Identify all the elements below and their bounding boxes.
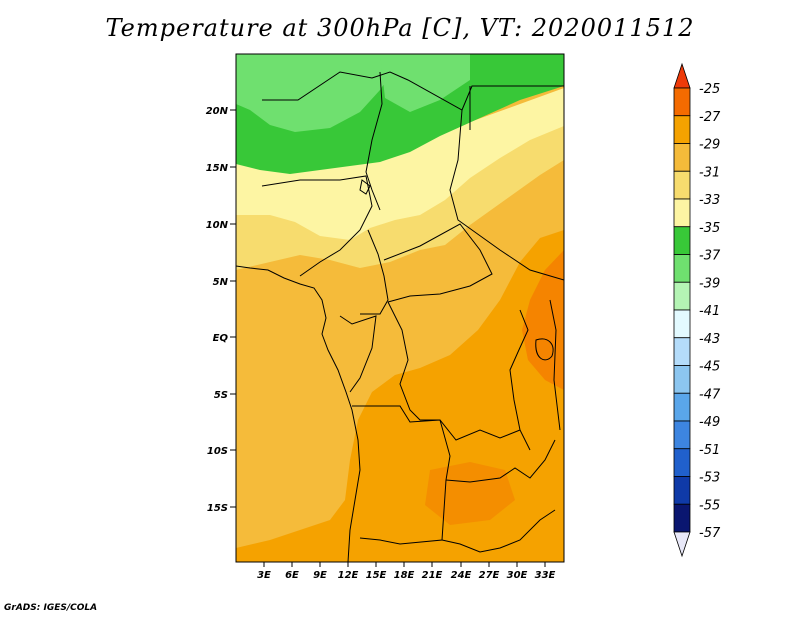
longitude-axis: 3E 6E 9E 12E 15E 18E 21E 24E 27E 30E 33E xyxy=(257,562,556,581)
colorbar-label: -51 xyxy=(699,443,720,458)
lat-tick-label: 10S xyxy=(207,446,228,457)
lat-tick-label: EQ xyxy=(213,333,229,344)
lake-victoria xyxy=(535,338,554,361)
colorbar-swatch xyxy=(673,420,691,450)
colorbar-label: -57 xyxy=(699,526,721,541)
latitude-axis: 20N 15N 10N 5N EQ 5S 10S 15S xyxy=(206,106,236,514)
colorbar-swatch xyxy=(673,226,691,255)
credit-label: GrADS: IGES/COLA xyxy=(4,603,98,613)
car-border xyxy=(383,223,493,303)
zambia-border xyxy=(445,439,556,483)
colorbar-swatch xyxy=(673,143,691,172)
colorbar-label: -35 xyxy=(699,221,720,236)
lon-tick-label: 12E xyxy=(338,570,359,581)
colorbar-label: -27 xyxy=(699,110,721,125)
lon-tick-label: 24E xyxy=(451,570,472,581)
congo-border xyxy=(339,315,377,393)
lake-chad xyxy=(359,179,371,195)
colorbar-swatch xyxy=(673,281,691,311)
southern-border xyxy=(441,509,556,553)
colorbar-label: -25 xyxy=(699,82,720,97)
cameroon-border xyxy=(360,229,389,315)
band-minus27-spot xyxy=(522,250,564,390)
sudan-border xyxy=(449,109,564,281)
plot-frame xyxy=(235,53,565,563)
lon-tick-label: 15E xyxy=(366,570,387,581)
lon-tick-label: 30E xyxy=(507,570,528,581)
niger-chad-border xyxy=(365,71,383,211)
colorbar-label: -37 xyxy=(699,249,721,264)
colorbar-swatch xyxy=(673,170,691,200)
boundaries xyxy=(236,71,564,562)
great-lakes xyxy=(509,309,531,451)
band-minus29-east xyxy=(236,230,564,562)
west-coastline xyxy=(236,265,361,562)
colorbar-label: -43 xyxy=(699,332,720,347)
colorbar-label: -41 xyxy=(699,304,720,319)
colorbar-swatch xyxy=(673,392,691,422)
colorbar-swatch xyxy=(673,254,691,283)
colorbar-swatch xyxy=(673,115,691,144)
colorbar-label: -29 xyxy=(699,138,720,153)
lon-tick-label: 9E xyxy=(313,570,327,581)
colorbar-label: -47 xyxy=(699,387,721,402)
colorbar-label: -45 xyxy=(699,360,720,375)
lat-tick-label: 15N xyxy=(206,163,229,174)
colorbar-swatch xyxy=(673,365,691,394)
angola-border xyxy=(352,405,451,545)
colorbar-label: -53 xyxy=(699,471,720,486)
lat-tick-label: 5N xyxy=(213,277,229,288)
band-minus35 xyxy=(236,88,564,240)
colorbar-label: -39 xyxy=(699,276,720,291)
temperature-field xyxy=(236,54,564,562)
lon-tick-label: 6E xyxy=(285,570,299,581)
colorbar-label: -55 xyxy=(699,498,720,513)
lon-tick-label: 27E xyxy=(479,570,500,581)
colorbar-swatch xyxy=(673,87,691,117)
colorbar-arrow-top xyxy=(673,62,691,89)
lon-tick-label: 33E xyxy=(535,570,556,581)
east-border xyxy=(549,299,561,431)
lat-tick-label: 15S xyxy=(207,503,228,514)
chart-title: Temperature at 300hPa [C], VT: 202001151… xyxy=(105,14,695,42)
lon-tick-label: 3E xyxy=(257,570,271,581)
drc-border xyxy=(387,301,521,441)
colorbar-swatch xyxy=(673,337,691,366)
lon-tick-label: 21E xyxy=(422,570,443,581)
colorbar-label: -31 xyxy=(699,165,720,180)
band-minus39-northeast xyxy=(380,54,470,112)
lat-tick-label: 5S xyxy=(214,390,228,401)
colorbar-swatch xyxy=(673,476,691,505)
nigeria-border xyxy=(261,175,373,277)
colorbar-label: -49 xyxy=(699,415,720,430)
colorbar-swatch xyxy=(673,448,691,477)
sahara-borders xyxy=(262,71,564,111)
colorbar-label: -33 xyxy=(699,193,720,208)
lat-tick-label: 10N xyxy=(206,220,229,231)
band-minus39 xyxy=(236,54,392,132)
colorbar: -25 -27 -29 -31 -33 -35 -37 -39 -41 -43 -45 -47 -49 -… xyxy=(673,62,721,558)
lat-tick-label: 20N xyxy=(206,106,229,117)
colorbar-arrow-bottom xyxy=(673,531,691,558)
colorbar-swatch xyxy=(673,503,691,533)
band-minus27-spot-south xyxy=(425,462,515,525)
colorbar-swatch xyxy=(673,198,691,228)
lon-tick-label: 18E xyxy=(394,570,415,581)
colorbar-swatch xyxy=(673,309,691,339)
